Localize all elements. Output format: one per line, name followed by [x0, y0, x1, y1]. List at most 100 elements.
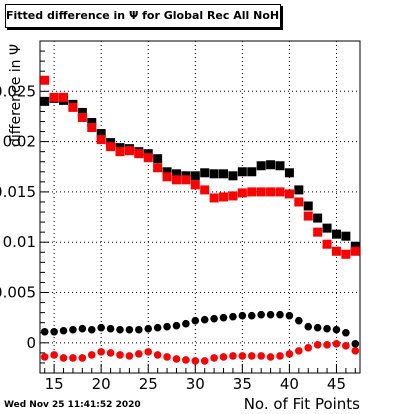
- x-tick-label: 35: [233, 375, 252, 393]
- series-3-point: [342, 342, 350, 350]
- series-3-point: [229, 352, 237, 360]
- series-3-point: [59, 354, 68, 362]
- x-tick-label: 25: [139, 375, 158, 393]
- series-2-point: [332, 325, 341, 334]
- series-3-point: [87, 351, 96, 359]
- series-1-point: [237, 188, 247, 198]
- series-2-point: [182, 319, 190, 328]
- series-0-point: [171, 169, 181, 179]
- series-0-point: [190, 171, 200, 181]
- series-2-point: [257, 310, 265, 319]
- series-1-point: [303, 211, 313, 221]
- y-tick-label: 0.005: [0, 284, 36, 302]
- series-3-point: [69, 354, 77, 362]
- series-1-point: [256, 187, 266, 197]
- x-tick-label: 15: [45, 375, 64, 393]
- series-3-point: [163, 353, 171, 361]
- series-2-point: [125, 325, 134, 334]
- series-2-point: [342, 328, 350, 337]
- series-2-point: [285, 311, 294, 320]
- series-2-point: [200, 315, 209, 324]
- plot-frame: [39, 40, 361, 374]
- series-3-point: [50, 351, 58, 359]
- series-2-point: [172, 321, 181, 330]
- series-1-point: [350, 246, 360, 256]
- series-3-point: [238, 352, 247, 360]
- series-3-point: [332, 340, 341, 348]
- series-3-point: [97, 348, 105, 356]
- series-0-point: [96, 129, 106, 139]
- x-tick-label: 30: [186, 375, 205, 393]
- series-1-point: [124, 146, 134, 156]
- series-2-point: [144, 324, 153, 333]
- series-3-point: [153, 351, 162, 359]
- series-1-point: [294, 197, 304, 207]
- series-3-point: [323, 341, 331, 349]
- series-0-point: [341, 231, 351, 241]
- series-2-point: [351, 340, 360, 348]
- series-0-point: [228, 171, 238, 181]
- series-2-point: [247, 311, 256, 320]
- y-tick-label: 0: [26, 334, 36, 352]
- series-1-point: [284, 189, 294, 199]
- y-axis-label: difference in Ψ: [8, 44, 24, 147]
- series-0-point: [162, 167, 172, 177]
- series-2-point: [106, 324, 115, 333]
- series-3-point: [266, 353, 275, 361]
- series-1-point: [266, 187, 276, 197]
- y-tick-label: 0.025: [0, 82, 36, 100]
- series-3-point: [247, 352, 256, 360]
- x-tick-label: 45: [327, 375, 346, 393]
- timestamp-footer: Wed Nov 25 11:41:52 2020: [4, 400, 141, 410]
- series-1-point: [153, 163, 163, 173]
- series-0-point: [322, 223, 332, 233]
- series-0-point: [284, 168, 294, 178]
- series-2-point: [276, 310, 284, 319]
- series-0-point: [294, 185, 304, 195]
- series-2-point: [191, 316, 200, 325]
- series-2-point: [295, 316, 303, 325]
- series-3-point: [106, 349, 115, 357]
- series-1-point: [200, 185, 210, 195]
- series-1-point: [331, 246, 341, 256]
- series-2-point: [135, 325, 143, 334]
- series-2-point: [50, 327, 58, 336]
- series-1-point: [77, 112, 87, 122]
- series-3-point: [125, 352, 134, 360]
- y-tick-label: 0.02: [3, 133, 36, 151]
- series-2-point: [219, 313, 228, 322]
- series-3-point: [276, 352, 284, 360]
- series-3-point: [304, 344, 313, 352]
- series-0-point: [40, 96, 50, 106]
- series-2-point: [69, 325, 77, 334]
- series-2-point: [304, 322, 313, 331]
- series-0-point: [247, 167, 257, 177]
- series-1-point: [228, 191, 238, 201]
- series-2-point: [238, 311, 247, 320]
- series-1-point: [87, 123, 97, 133]
- series-1-point: [219, 192, 229, 202]
- series-3-point: [135, 350, 143, 358]
- series-0-point: [219, 169, 229, 179]
- series-1-point: [49, 92, 59, 102]
- series-0-point: [313, 213, 323, 223]
- series-0-point: [237, 167, 247, 177]
- series-3-point: [144, 348, 153, 356]
- series-1-point: [322, 239, 332, 249]
- series-1-point: [115, 147, 125, 157]
- x-tick-label: 20: [92, 375, 111, 393]
- series-1-point: [171, 175, 181, 185]
- y-tick-label: 0.01: [3, 233, 36, 251]
- series-1-point: [59, 92, 69, 102]
- series-0-point: [87, 117, 97, 127]
- series-0-point: [331, 229, 341, 239]
- series-3-point: [182, 356, 190, 364]
- x-axis-label: No. of Fit Points: [243, 395, 360, 413]
- series-1-point: [341, 249, 351, 259]
- series-0-point: [275, 161, 285, 171]
- series-2-point: [40, 327, 49, 336]
- series-2-point: [59, 326, 68, 335]
- series-1-point: [143, 153, 153, 163]
- series-2-point: [78, 324, 87, 333]
